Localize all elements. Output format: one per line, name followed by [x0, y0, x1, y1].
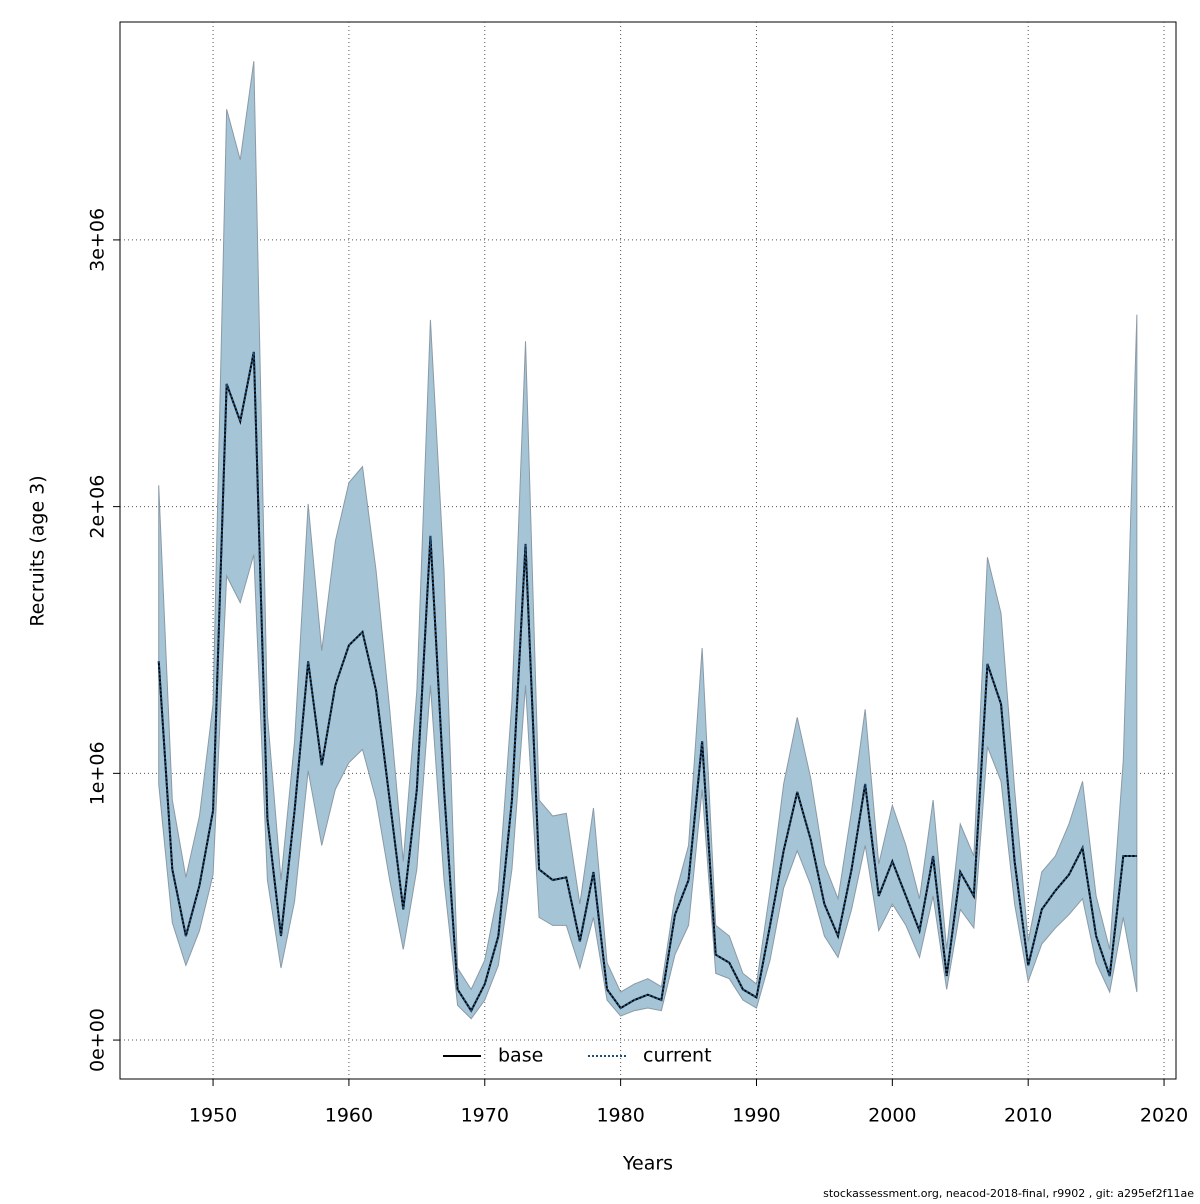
x-tick-label: 1990 [732, 1105, 780, 1127]
x-tick-label: 1980 [596, 1105, 644, 1127]
y-tick-label: 2e+06 [87, 475, 109, 539]
y-tick-label: 1e+06 [87, 741, 109, 805]
plot-frame [119, 21, 1177, 1080]
confidence-band [158, 61, 1138, 1020]
y-axis-label: Recruits (age 3) [27, 475, 49, 626]
legend-label: base [498, 1045, 543, 1067]
x-tick-label: 1970 [461, 1105, 509, 1127]
legend-label: current [643, 1045, 712, 1067]
y-tick-label: 3e+06 [87, 208, 109, 272]
x-tick-label: 2020 [1140, 1105, 1188, 1127]
series-line [157, 351, 1137, 1013]
x-tick-label: 1960 [325, 1105, 373, 1127]
x-axis-label: Years [622, 1153, 673, 1175]
y-tick-label: 0e+00 [87, 1008, 109, 1072]
x-tick-label: 2000 [868, 1105, 916, 1127]
x-tick-label: 2010 [1004, 1105, 1052, 1127]
x-tick-label: 1950 [189, 1105, 237, 1127]
footer: stockassessment.org, neacod-2018-final, … [823, 1187, 1194, 1200]
